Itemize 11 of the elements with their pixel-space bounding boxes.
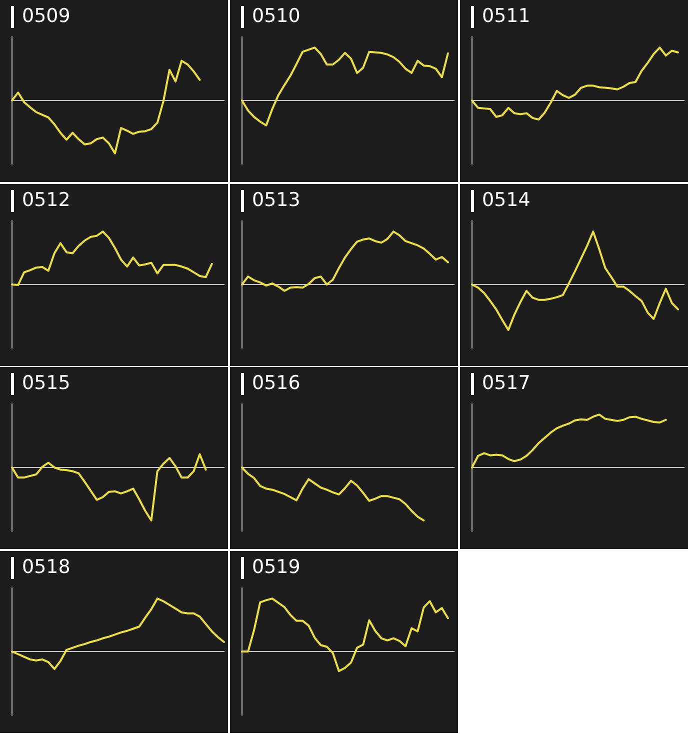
- chart-title: 0515: [22, 371, 70, 395]
- chart-title: 0516: [252, 371, 300, 395]
- chart-title: 0519: [252, 555, 300, 579]
- chart-title: 0518: [22, 555, 70, 579]
- chart-title: 0511: [482, 4, 530, 28]
- chart-title: 0517: [482, 371, 530, 395]
- chart-title: 0514: [482, 188, 530, 212]
- chart-title: 0513: [252, 188, 300, 212]
- chart-title: 0509: [22, 4, 70, 28]
- chart-title: 0510: [252, 4, 300, 28]
- chart-title: 0512: [22, 188, 70, 212]
